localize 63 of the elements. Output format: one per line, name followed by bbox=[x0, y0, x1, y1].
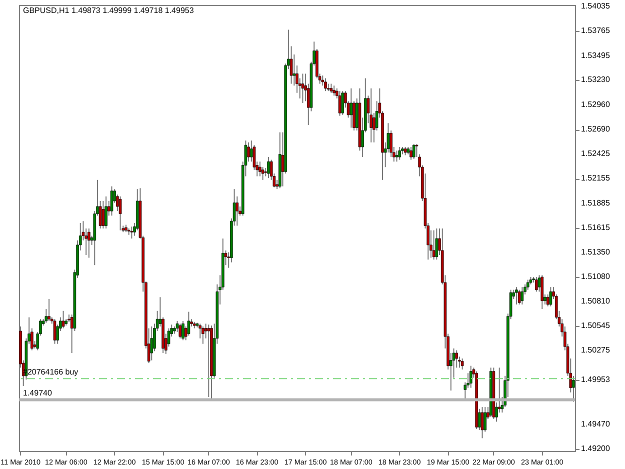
candlestick bbox=[258, 161, 262, 177]
candlestick bbox=[130, 226, 134, 240]
candlestick bbox=[350, 88, 353, 128]
y-tick-label: 1.51885 bbox=[581, 198, 610, 208]
candlestick bbox=[301, 73, 304, 104]
candlestick bbox=[526, 279, 530, 290]
candlestick bbox=[370, 88, 373, 143]
candlestick bbox=[398, 146, 402, 160]
candlestick bbox=[247, 142, 250, 162]
candlestick bbox=[410, 146, 412, 160]
y-tick-label: 1.52425 bbox=[581, 148, 610, 158]
candlestick bbox=[338, 90, 342, 116]
y-tick-label: 1.53495 bbox=[581, 50, 610, 60]
candlestick bbox=[432, 230, 436, 260]
candlestick bbox=[515, 286, 518, 305]
y-tick-label: 1.49470 bbox=[581, 419, 610, 428]
candlestick bbox=[182, 320, 184, 341]
candlestick bbox=[435, 228, 438, 260]
candlestick bbox=[412, 144, 416, 160]
y-tick-label: 1.53230 bbox=[581, 75, 610, 84]
y-tick-label: 1.50545 bbox=[581, 320, 610, 330]
candlestick bbox=[178, 323, 182, 339]
candlestick bbox=[540, 274, 544, 310]
candlestick bbox=[62, 310, 65, 329]
candlestick bbox=[267, 156, 270, 179]
candlestick bbox=[480, 406, 484, 439]
candlestick bbox=[332, 85, 336, 96]
candlestick bbox=[395, 150, 398, 162]
y-tick-label: 1.52690 bbox=[581, 124, 610, 134]
y-tick-label: 1.51350 bbox=[581, 247, 610, 256]
candlestick bbox=[535, 276, 538, 292]
y-tick-label: 1.50810 bbox=[581, 296, 610, 306]
candlestick bbox=[202, 326, 204, 344]
y-tick-label: 1.49200 bbox=[581, 444, 610, 454]
chart-title: GBPUSD,H1 1.49873 1.49999 1.49718 1.49953 bbox=[23, 6, 194, 15]
candlestick bbox=[518, 289, 521, 305]
candlestick bbox=[110, 186, 114, 216]
candlestick bbox=[469, 365, 472, 388]
candlestick bbox=[187, 311, 190, 336]
y-tick-label: 1.52155 bbox=[581, 174, 610, 183]
candlestick bbox=[88, 228, 90, 258]
candlestick bbox=[53, 318, 56, 344]
y-tick-label: 1.52960 bbox=[581, 100, 610, 109]
candlestick bbox=[104, 196, 108, 229]
candlestick bbox=[520, 286, 524, 305]
candlestick bbox=[330, 83, 333, 94]
y-tick-label: 1.54035 bbox=[581, 1, 610, 10]
candlestick bbox=[102, 200, 105, 229]
candlestick bbox=[549, 286, 552, 307]
candlestick bbox=[207, 324, 210, 398]
candlestick bbox=[48, 298, 50, 322]
candlestick bbox=[324, 78, 327, 92]
candlestick bbox=[341, 90, 344, 116]
y-tick-label: 1.49953 bbox=[581, 375, 610, 384]
y-tick-label: 1.51615 bbox=[581, 223, 610, 232]
y-tick-label: 1.50275 bbox=[581, 346, 610, 355]
candlestick bbox=[498, 367, 501, 414]
ref-line-label: 1.49740 bbox=[23, 388, 52, 398]
y-tick-label: 1.51080 bbox=[581, 272, 610, 281]
candlestick bbox=[460, 358, 464, 370]
y-tick-label: 1.53765 bbox=[581, 26, 610, 36]
candlestick bbox=[118, 196, 122, 231]
candlestick bbox=[150, 326, 154, 361]
